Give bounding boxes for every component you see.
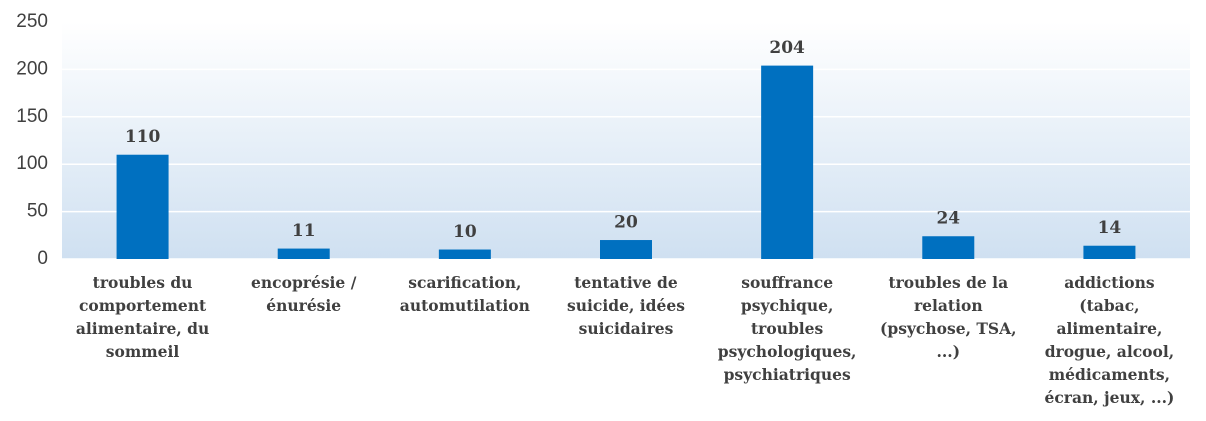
x-tick-label: encoprésie / énurésie xyxy=(251,273,357,315)
bar xyxy=(116,154,169,259)
y-tick-label: 200 xyxy=(16,58,48,79)
x-tick-label: addictions (tabac, alimentaire, drogue, … xyxy=(1044,273,1175,407)
y-tick-label: 100 xyxy=(16,153,48,174)
y-tick-label: 0 xyxy=(37,248,48,269)
value-label: 110 xyxy=(125,127,161,147)
plot-background xyxy=(62,22,1190,259)
y-tick-label: 250 xyxy=(16,11,48,32)
x-tick-label: troubles de la relation (psychose, TSA, … xyxy=(880,273,1017,361)
y-tick-label: 150 xyxy=(16,106,48,127)
bar xyxy=(438,249,491,259)
value-label: 11 xyxy=(292,221,316,241)
value-label: 24 xyxy=(936,209,960,229)
bar xyxy=(1083,245,1136,259)
bar xyxy=(761,65,814,259)
bar xyxy=(922,236,975,259)
value-label: 20 xyxy=(614,213,638,233)
bar xyxy=(600,240,652,259)
x-tick-label: troubles du comportement alimentaire, du… xyxy=(75,273,210,361)
bar xyxy=(277,248,330,259)
value-label: 14 xyxy=(1098,218,1122,238)
x-tick-label: scarification, automutilation xyxy=(399,273,530,315)
value-label: 10 xyxy=(453,222,477,242)
x-tick-label: tentative de suicide, idées suicidaires xyxy=(567,273,685,338)
x-tick-label: souffrance psychique, troubles psycholog… xyxy=(717,273,857,384)
y-tick-label: 50 xyxy=(27,201,48,222)
value-label: 204 xyxy=(769,38,805,58)
